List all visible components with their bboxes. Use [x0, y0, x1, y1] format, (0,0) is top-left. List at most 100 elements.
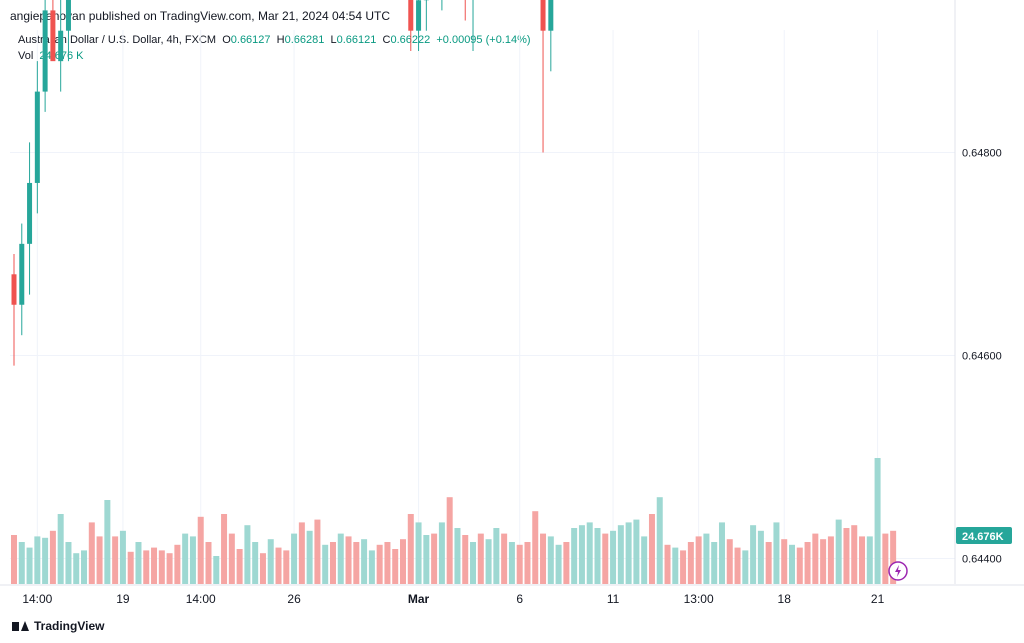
volume-bar	[750, 525, 757, 584]
volume-bar	[96, 536, 103, 584]
volume-bar	[88, 522, 95, 584]
volume-bar	[859, 536, 866, 584]
x-tick-label: 6	[516, 592, 523, 606]
change-value: +0.00095 (+0.14%)	[436, 34, 531, 46]
volume-bar	[392, 549, 399, 584]
volume-bar	[586, 522, 593, 584]
volume-bar	[882, 533, 889, 584]
volume-bar	[796, 547, 803, 584]
volume-bar	[81, 550, 88, 584]
volume-bar	[400, 539, 406, 584]
volume-bar	[104, 500, 111, 584]
x-tick-label: 11	[607, 592, 620, 606]
volume-bar	[337, 533, 344, 584]
x-tick-label: 14:00	[22, 592, 52, 606]
volume-bar	[283, 550, 290, 584]
volume-bar	[672, 547, 679, 584]
high-label: H	[276, 34, 285, 46]
candle-body	[42, 10, 48, 92]
volume-bar	[524, 542, 531, 584]
volume-bar	[781, 539, 788, 584]
candle-body	[27, 182, 33, 244]
volume-bar	[236, 549, 243, 584]
volume-bar	[633, 519, 640, 584]
volume-bar	[205, 542, 212, 584]
volume-bar	[851, 525, 858, 584]
volume-bar	[298, 522, 305, 584]
y-tick-label: 0.64800	[962, 148, 1002, 160]
x-tick-label: 18	[778, 592, 792, 606]
volume-bar	[407, 514, 414, 584]
volume-bar	[353, 542, 360, 584]
volume-bar	[664, 544, 671, 584]
volume-bar	[648, 514, 655, 584]
volume-bar	[415, 522, 422, 584]
volume-bar	[259, 553, 266, 584]
volume-bar	[532, 511, 539, 584]
candle-body	[34, 91, 40, 183]
volume-bar	[493, 528, 500, 584]
volume-label[interactable]: Vol	[18, 50, 34, 62]
y-tick-label: 0.64600	[962, 351, 1002, 363]
volume-bar	[306, 530, 313, 584]
publisher-header: angiepanoyan published on TradingView.co…	[10, 9, 391, 23]
volume-bar	[361, 539, 368, 584]
volume-bar	[65, 542, 72, 584]
candle-body	[416, 0, 422, 31]
volume-bar	[625, 522, 632, 584]
volume-bar	[329, 542, 336, 584]
volume-bar	[680, 550, 687, 584]
close-label: C	[382, 34, 391, 46]
volume-bar	[508, 542, 515, 584]
volume-bar	[571, 528, 578, 584]
volume-bar	[213, 556, 220, 584]
tradingview-logo-icon	[12, 621, 29, 631]
volume-bar	[26, 547, 33, 584]
volume-bar	[368, 550, 375, 584]
volume-bar	[135, 542, 142, 584]
low-value: 0.66121	[336, 34, 377, 46]
volume-bar	[789, 544, 795, 584]
open-value: 0.66127	[230, 34, 271, 46]
volume-bar	[594, 528, 601, 584]
candle-body	[540, 0, 546, 31]
x-tick-label: 19	[116, 592, 130, 606]
volume-bar	[470, 542, 477, 584]
volume-bar	[718, 522, 725, 584]
volume-bar	[734, 547, 741, 584]
volume-bar	[112, 536, 119, 584]
volume-bar	[73, 553, 80, 584]
x-tick-label: 26	[287, 592, 301, 606]
volume-bar	[275, 547, 282, 584]
volume-bar	[477, 533, 484, 584]
footer-branding: TradingView	[12, 619, 104, 633]
volume-bar	[516, 544, 523, 584]
volume-bar	[182, 533, 189, 584]
x-tick-label: 21	[871, 592, 885, 606]
volume-bar	[827, 536, 834, 584]
volume-bar	[166, 553, 173, 584]
volume-bar	[874, 458, 881, 584]
volume-bar	[890, 530, 897, 584]
ohlc-legend: Australian Dollar / U.S. Dollar, 4h, FXC…	[18, 34, 531, 46]
volume-bar	[314, 519, 321, 584]
lightning-bolt-icon	[895, 565, 901, 577]
volume-bar	[765, 542, 772, 584]
volume-bar	[602, 533, 609, 584]
volume-bar	[563, 542, 570, 584]
volume-bar	[703, 533, 710, 584]
volume-bar	[617, 525, 624, 584]
symbol-name[interactable]: Australian Dollar / U.S. Dollar, 4h, FXC…	[18, 34, 217, 46]
volume-bar	[34, 536, 41, 584]
candle-body	[65, 0, 71, 31]
volume-bar	[610, 530, 617, 584]
volume-bar	[578, 525, 585, 584]
volume-bar	[431, 533, 438, 584]
volume-bar	[158, 550, 165, 584]
volume-bar	[454, 528, 461, 584]
volume-bar	[57, 514, 64, 584]
volume-bar	[804, 542, 811, 584]
volume-bar	[18, 542, 25, 584]
open-label: O	[222, 34, 231, 46]
